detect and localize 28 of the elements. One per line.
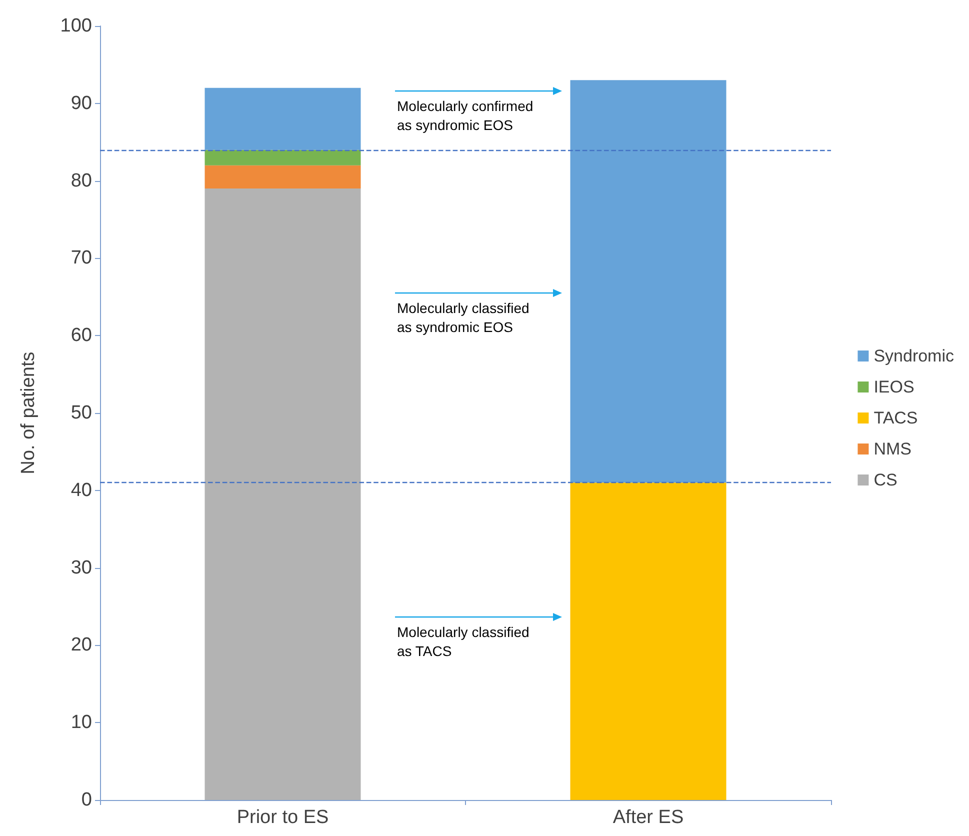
y-tick-label: 0 [81,790,92,810]
x-tick-label: After ES [612,807,684,828]
y-tick-label: 90 [70,92,92,114]
y-tick-label: 70 [70,248,92,269]
annotation: Molecularly classified as syndromic EOS [397,299,530,337]
y-tick-label: 100 [60,16,92,36]
y-tick-label: 60 [70,325,92,346]
y-tick-label: 10 [70,712,92,734]
bar [204,188,361,800]
y-tick-label: 50 [70,402,92,424]
y-axis-title: No. of patients [18,352,39,474]
bar [204,165,361,189]
legend-label: CS [874,470,898,490]
x-tick-label: Prior to ES [236,807,329,828]
legend-label: Syndromic [874,346,954,366]
bar [204,150,361,166]
y-tick-label: 40 [70,480,92,501]
bar [204,88,361,150]
y-tick-label: 20 [70,634,92,656]
y-tick-label: 30 [70,557,92,578]
bar [570,482,726,800]
legend-label: NMS [874,440,912,458]
legend-label: TACS [874,408,918,428]
annotation: Molecularly confirmed as syndromic EOS [397,97,534,135]
y-tick-label: 80 [70,170,92,192]
bar [570,80,726,483]
annotation: Molecularly classified as TACS [397,623,530,661]
legend-label: IEOS [874,378,914,396]
